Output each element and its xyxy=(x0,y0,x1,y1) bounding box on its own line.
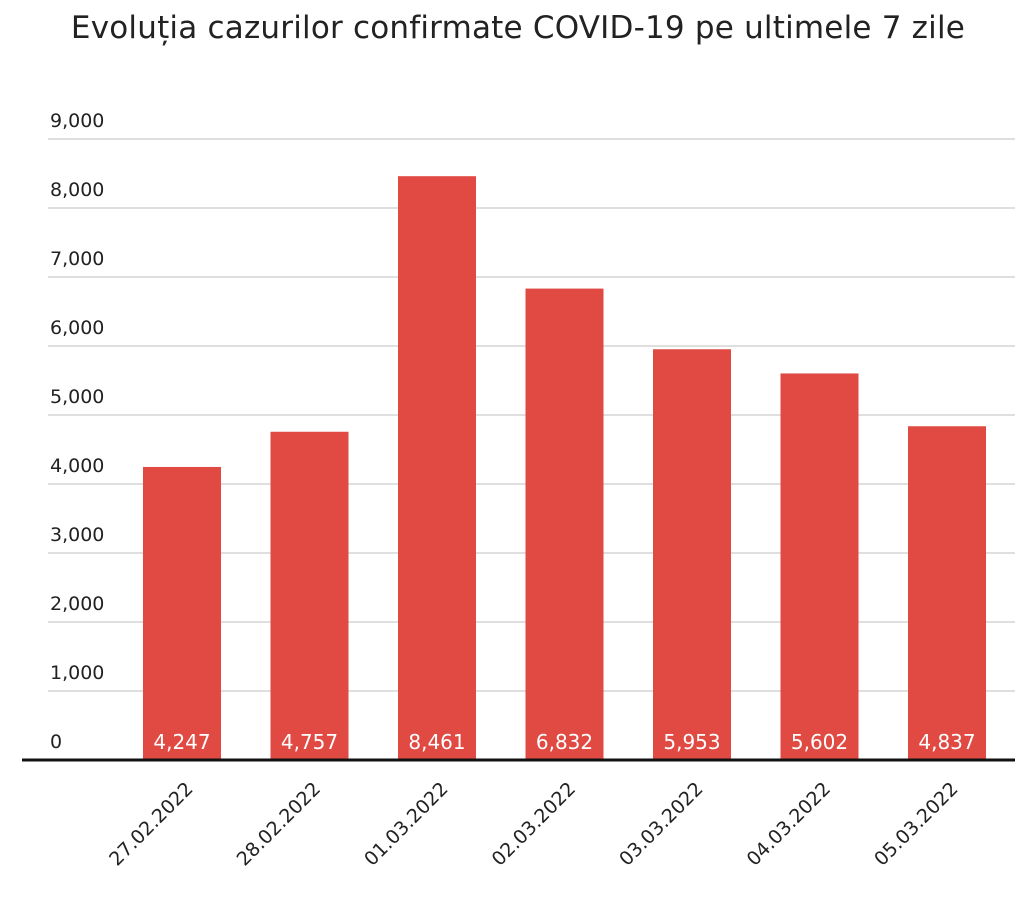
x-tick-label: 04.03.2022 xyxy=(743,778,835,870)
x-tick-label: 28.02.2022 xyxy=(233,778,325,870)
x-tick-label: 05.03.2022 xyxy=(870,778,962,870)
data-label: 5,602 xyxy=(791,730,848,754)
y-tick-label: 9,000 xyxy=(50,110,104,132)
bars xyxy=(143,176,986,761)
data-label: 4,247 xyxy=(153,730,210,754)
bar xyxy=(653,349,731,760)
data-label: 4,757 xyxy=(281,730,338,754)
y-tick-label: 4,000 xyxy=(50,455,104,477)
x-tick-label: 02.03.2022 xyxy=(488,778,580,870)
data-labels: 4,247 4,757 8,461 6,832 5,953 5,602 4,837 xyxy=(153,730,975,754)
y-tick-label: 6,000 xyxy=(50,317,104,339)
data-label: 8,461 xyxy=(408,730,465,754)
x-tick-label: 03.03.2022 xyxy=(615,778,707,870)
data-label: 4,837 xyxy=(918,730,975,754)
x-tick-label: 27.02.2022 xyxy=(105,778,197,870)
y-tick-label: 5,000 xyxy=(50,386,104,408)
bar xyxy=(143,466,221,760)
y-tick-label: 8,000 xyxy=(50,179,104,201)
x-axis-categories: 27.02.2022 28.02.2022 01.03.2022 02.03.2022… xyxy=(105,778,962,870)
y-tick-label: 2,000 xyxy=(50,593,104,615)
chart-title: Evoluția cazurilor confirmate COVID-19 p… xyxy=(70,10,966,46)
y-tick-label: 0 xyxy=(50,731,62,753)
y-tick-label: 3,000 xyxy=(50,524,104,546)
y-axis-ticks: 0 1,000 2,000 3,000 4,000 5,000 6,000 7,000 8,00… xyxy=(50,110,104,753)
x-tick-label: 01.03.2022 xyxy=(360,778,452,870)
data-label: 6,832 xyxy=(536,730,593,754)
bar xyxy=(398,176,476,761)
y-tick-label: 7,000 xyxy=(50,248,104,270)
bar xyxy=(780,373,859,760)
bar xyxy=(908,426,986,760)
bar xyxy=(525,288,604,760)
data-label: 5,953 xyxy=(663,730,720,754)
bar xyxy=(270,431,349,760)
y-tick-label: 1,000 xyxy=(50,662,104,684)
